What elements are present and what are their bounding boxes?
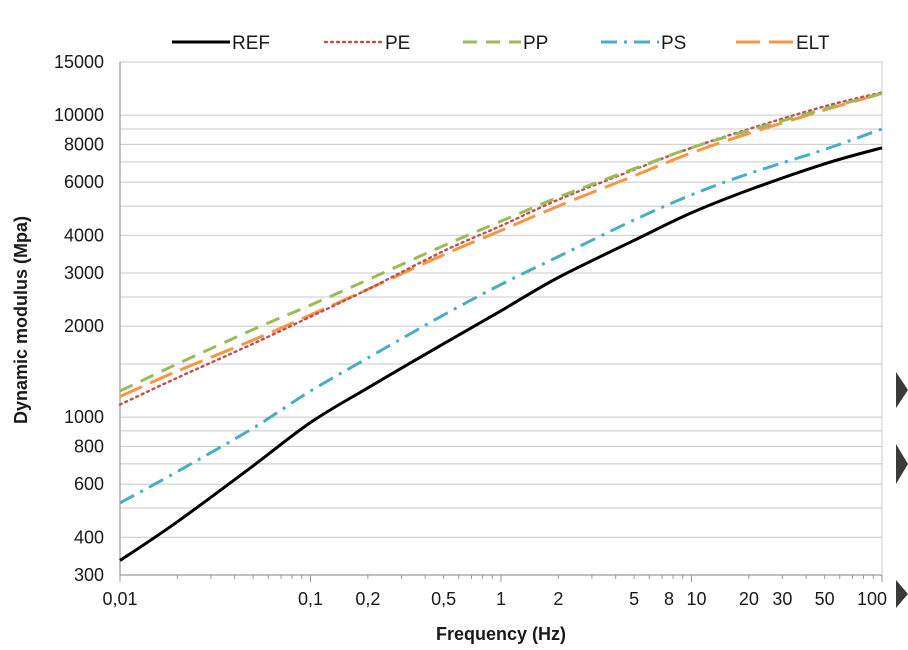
y-tick-label: 8000 xyxy=(64,134,104,154)
y-tick-label: 4000 xyxy=(64,225,104,245)
y-tick-label: 6000 xyxy=(64,172,104,192)
x-axis-title: Frequency (Hz) xyxy=(436,624,566,644)
y-tick-label: 1000 xyxy=(64,407,104,427)
series-line-ref xyxy=(119,146,883,562)
y-tick-label: 400 xyxy=(74,527,104,547)
x-tick-label: 0,1 xyxy=(298,589,323,609)
x-tick-label: 1 xyxy=(496,589,506,609)
legend: REF PE PP PS ELT xyxy=(172,33,830,54)
arrow-icon xyxy=(896,372,908,408)
legend-label-elt: ELT xyxy=(796,33,830,54)
series-line-pe xyxy=(118,91,884,406)
legend-label-ps: PS xyxy=(661,33,686,54)
series-line-pp xyxy=(119,92,883,393)
x-tick-label: 50 xyxy=(815,589,835,609)
series-layer xyxy=(118,91,884,562)
legend-label-ref: REF xyxy=(232,33,270,54)
y-tick-label: 10000 xyxy=(54,105,104,125)
x-tick-label: 8 xyxy=(664,589,674,609)
arrow-icon xyxy=(896,580,908,608)
series-line-elt xyxy=(119,92,883,398)
gridlines xyxy=(120,61,882,576)
legend-label-pe: PE xyxy=(385,33,410,54)
legend-label-pp: PP xyxy=(523,33,548,54)
x-tick-label: 0,2 xyxy=(355,589,380,609)
x-tick-label: 10 xyxy=(686,589,706,609)
x-tick-label: 0,01 xyxy=(102,589,137,609)
x-tick-label: 30 xyxy=(772,589,792,609)
arrow-icon xyxy=(896,444,908,484)
x-tick-labels: 0,01 0,1 0,2 0,5 1 2 5 8 10 20 30 50 100 xyxy=(102,589,887,609)
y-tick-label: 15000 xyxy=(54,52,104,72)
y-tick-labels: 300 400 600 800 1000 2000 3000 4000 6000 8000 1000… xyxy=(54,52,104,585)
x-tick-label: 100 xyxy=(857,589,887,609)
axes xyxy=(119,62,883,582)
y-tick-label: 800 xyxy=(74,436,104,456)
y-tick-label: 600 xyxy=(74,474,104,494)
y-tick-label: 2000 xyxy=(64,316,104,336)
x-tick-label: 0,5 xyxy=(431,589,456,609)
y-axis-title: Dynamic modulus (Mpa) xyxy=(11,216,31,424)
y-tick-label: 300 xyxy=(74,565,104,585)
x-tick-label: 5 xyxy=(629,589,639,609)
x-tick-label: 2 xyxy=(553,589,563,609)
y-tick-label: 3000 xyxy=(64,263,104,283)
x-tick-label: 20 xyxy=(739,589,759,609)
